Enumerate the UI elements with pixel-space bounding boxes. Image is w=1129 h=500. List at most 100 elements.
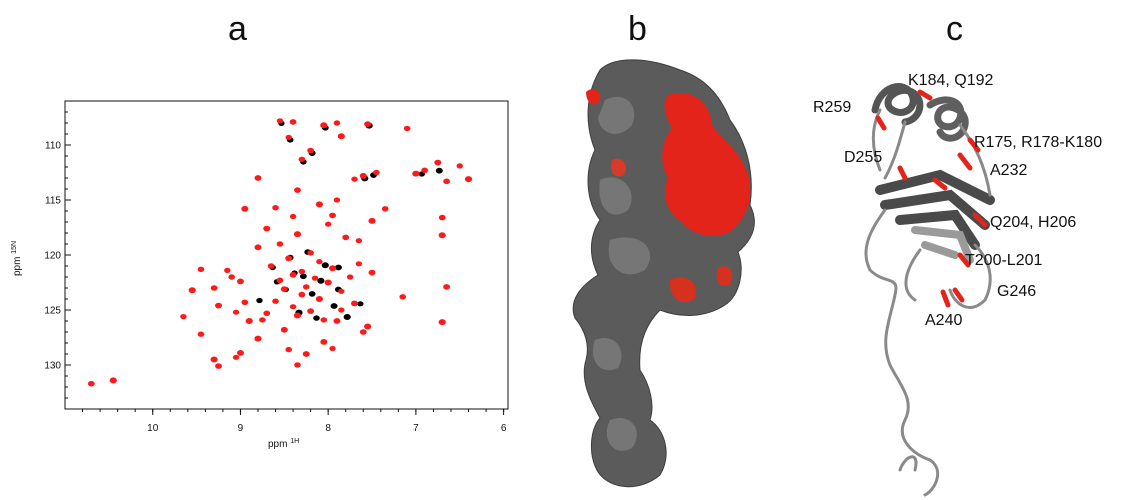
peak-black bbox=[357, 301, 364, 307]
residue-label-a232: A232 bbox=[990, 162, 1028, 179]
peak-red bbox=[316, 259, 323, 265]
residue-label-k184-q192: K184, Q192 bbox=[908, 72, 994, 89]
peak-red bbox=[307, 250, 314, 256]
x-tick-label: 7 bbox=[413, 423, 419, 434]
peak-red bbox=[228, 274, 235, 280]
binding-patch-small-1 bbox=[586, 89, 601, 105]
peak-red bbox=[272, 298, 279, 304]
peak-red bbox=[315, 201, 323, 208]
peak-black bbox=[299, 273, 307, 280]
peak-red bbox=[241, 205, 249, 212]
peak-red bbox=[245, 318, 253, 324]
peak-red bbox=[320, 339, 328, 345]
ribbon-helix-top bbox=[871, 83, 924, 126]
peak-red bbox=[368, 217, 376, 224]
y-tick-label: 120 bbox=[44, 251, 61, 262]
peak-red bbox=[320, 122, 328, 129]
peak-red bbox=[443, 284, 450, 290]
peak-red bbox=[259, 317, 266, 323]
peak-red bbox=[311, 275, 319, 281]
peak-red bbox=[381, 206, 389, 212]
peak-red bbox=[324, 279, 332, 286]
x-axis-title: ppm 1H bbox=[268, 438, 299, 450]
peak-red bbox=[289, 119, 297, 125]
peak-red bbox=[346, 274, 354, 280]
ribbon-sheet-light bbox=[911, 226, 974, 264]
peak-red bbox=[293, 312, 302, 319]
peak-red bbox=[350, 300, 358, 307]
peak-red bbox=[294, 362, 301, 368]
residue-label-a240: A240 bbox=[925, 312, 963, 329]
peak-red bbox=[337, 133, 345, 140]
peak-red bbox=[368, 269, 376, 276]
residue-label-r259: R259 bbox=[813, 99, 852, 116]
peak-red bbox=[412, 170, 420, 177]
peak-red bbox=[241, 299, 249, 306]
peak-red bbox=[215, 363, 222, 369]
peak-red bbox=[307, 147, 315, 154]
peak-red bbox=[254, 335, 262, 342]
residue-label-r175-r178-k180: R175, R178-K180 bbox=[974, 134, 1103, 151]
surface-shading bbox=[592, 96, 651, 451]
peak-black bbox=[317, 277, 325, 284]
peak-red bbox=[338, 307, 345, 313]
x-tick-label: 9 bbox=[238, 423, 244, 434]
peak-red bbox=[236, 350, 244, 356]
peak-red bbox=[272, 205, 279, 211]
peak-red bbox=[434, 159, 442, 166]
peak-red bbox=[355, 238, 363, 244]
peak-red bbox=[232, 354, 240, 360]
peak-red bbox=[438, 232, 446, 239]
peak-red bbox=[87, 380, 95, 387]
peak-red bbox=[329, 345, 336, 352]
peak-red bbox=[236, 278, 244, 285]
residue-label-d255: D255 bbox=[844, 149, 883, 166]
peak-red bbox=[224, 267, 231, 273]
binding-patch-small-3 bbox=[669, 277, 696, 303]
peak-red bbox=[443, 178, 450, 185]
y-tick-label: 130 bbox=[44, 361, 61, 372]
ribbon-helix-right bbox=[926, 96, 969, 142]
peak-red bbox=[364, 121, 372, 127]
peak-black bbox=[308, 291, 316, 297]
binding-patch-small-4 bbox=[716, 266, 733, 287]
peak-red bbox=[276, 241, 284, 247]
axis-ticks: 10 9 8 7 6 110 115 120 125 130 bbox=[44, 111, 507, 434]
peak-red bbox=[464, 176, 473, 183]
residue-label-t200-l201: T200-L201 bbox=[965, 252, 1043, 269]
peak-red bbox=[280, 326, 288, 333]
peak-red bbox=[456, 163, 463, 169]
peak-black bbox=[435, 167, 443, 174]
peak-red bbox=[302, 284, 310, 290]
peak-red bbox=[298, 156, 306, 162]
binding-patch-small-2 bbox=[610, 158, 627, 177]
peak-red bbox=[285, 346, 292, 353]
peak-red bbox=[276, 277, 284, 284]
ribbon-loop-main bbox=[864, 108, 992, 497]
y-tick-label: 125 bbox=[44, 306, 61, 317]
peak-black bbox=[330, 303, 338, 309]
peak-red bbox=[342, 234, 350, 241]
y-tick-label: 110 bbox=[45, 141, 61, 152]
peak-red bbox=[324, 221, 332, 227]
peak-red bbox=[359, 329, 367, 335]
peak-red bbox=[285, 134, 292, 140]
peak-black bbox=[256, 297, 263, 304]
peak-red bbox=[289, 304, 297, 310]
peak-black bbox=[313, 315, 320, 321]
peak-red bbox=[254, 244, 262, 251]
peak-red bbox=[267, 263, 275, 269]
peak-red bbox=[333, 318, 341, 324]
ribbon-cartoon bbox=[864, 83, 995, 497]
peak-red bbox=[289, 271, 297, 278]
peak-red bbox=[188, 287, 196, 294]
peak-red bbox=[438, 319, 446, 326]
peak-red bbox=[109, 377, 117, 384]
y-axis-title: ppm 15N bbox=[11, 241, 23, 276]
peak-red bbox=[180, 314, 187, 320]
peak-black bbox=[343, 314, 351, 320]
peak-red bbox=[276, 118, 284, 124]
x-tick-label: 10 bbox=[147, 423, 159, 434]
